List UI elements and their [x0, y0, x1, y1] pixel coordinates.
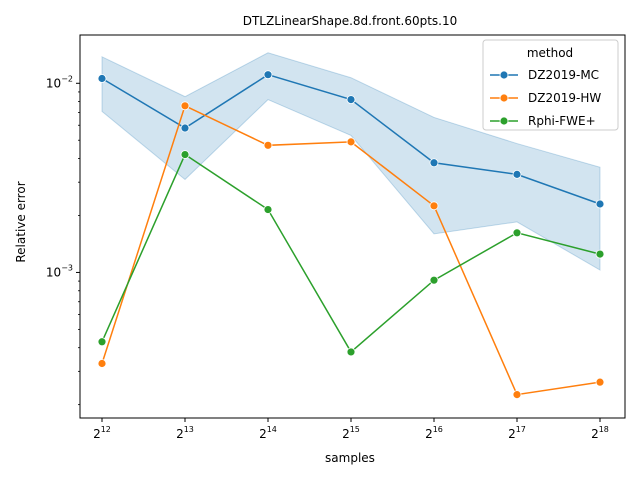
- data-point: [97, 74, 107, 83]
- data-point: [263, 140, 273, 150]
- y-axis: 10−3 10−2: [46, 74, 80, 406]
- data-point: [263, 205, 273, 214]
- plot-area: [79, 34, 626, 419]
- data-point: [180, 101, 190, 111]
- x-tick-label: 215: [342, 425, 360, 441]
- data-point: [180, 123, 190, 133]
- y-axis-label: Relative error: [14, 181, 28, 262]
- data-point: [595, 199, 605, 209]
- data-point: [97, 359, 107, 368]
- legend: method DZ2019-MC DZ2019-HW Rphi-FWE+: [482, 39, 619, 131]
- x-tick-label: 216: [425, 425, 443, 441]
- x-tick-label: 214: [259, 425, 277, 441]
- legend-title: method: [527, 46, 573, 60]
- x-axis: 212 213 214 215 216 217 218: [93, 418, 609, 441]
- data-point: [263, 70, 273, 80]
- legend-item: DZ2019-MC: [490, 68, 599, 82]
- data-point: [346, 95, 356, 104]
- legend-marker: [499, 116, 509, 126]
- data-point: [180, 150, 190, 159]
- series-dz2019-mc: [97, 70, 605, 209]
- x-tick-label: 217: [508, 425, 526, 441]
- legend-item: DZ2019-HW: [490, 91, 601, 105]
- confidence-band-layer: [101, 52, 601, 271]
- data-point: [429, 158, 439, 168]
- series-layer: [97, 70, 605, 400]
- series-dz2019-hw: [97, 101, 605, 400]
- data-point: [512, 169, 522, 179]
- x-axis-label: samples: [325, 451, 375, 465]
- legend-items: DZ2019-MC DZ2019-HW Rphi-FWE+: [490, 68, 601, 128]
- y-tick-label: 10−2: [46, 74, 73, 90]
- series-rphi-fwe-: [97, 150, 605, 357]
- confidence-band: [101, 52, 601, 271]
- y-tick-label: 10−3: [46, 263, 73, 279]
- legend-item: Rphi-FWE+: [490, 114, 596, 128]
- data-point: [512, 228, 522, 238]
- legend-label: DZ2019-HW: [528, 91, 601, 105]
- x-tick-label: 213: [176, 425, 194, 441]
- data-point: [346, 137, 356, 147]
- legend-label: DZ2019-MC: [528, 68, 599, 82]
- legend-box: [482, 39, 619, 131]
- data-point: [429, 201, 439, 211]
- x-tick-label: 218: [591, 425, 609, 441]
- plot-frame: [79, 34, 626, 419]
- data-point: [595, 249, 605, 259]
- legend-marker: [499, 70, 509, 80]
- x-tick-label: 212: [93, 425, 111, 441]
- legend-marker: [499, 93, 509, 103]
- legend-label: Rphi-FWE+: [528, 114, 596, 128]
- data-point: [346, 347, 356, 357]
- data-point: [512, 390, 522, 400]
- data-point: [97, 337, 107, 347]
- data-point: [429, 275, 439, 285]
- data-point: [595, 377, 605, 387]
- chart-title: DTLZLinearShape.8d.front.60pts.10: [243, 14, 458, 28]
